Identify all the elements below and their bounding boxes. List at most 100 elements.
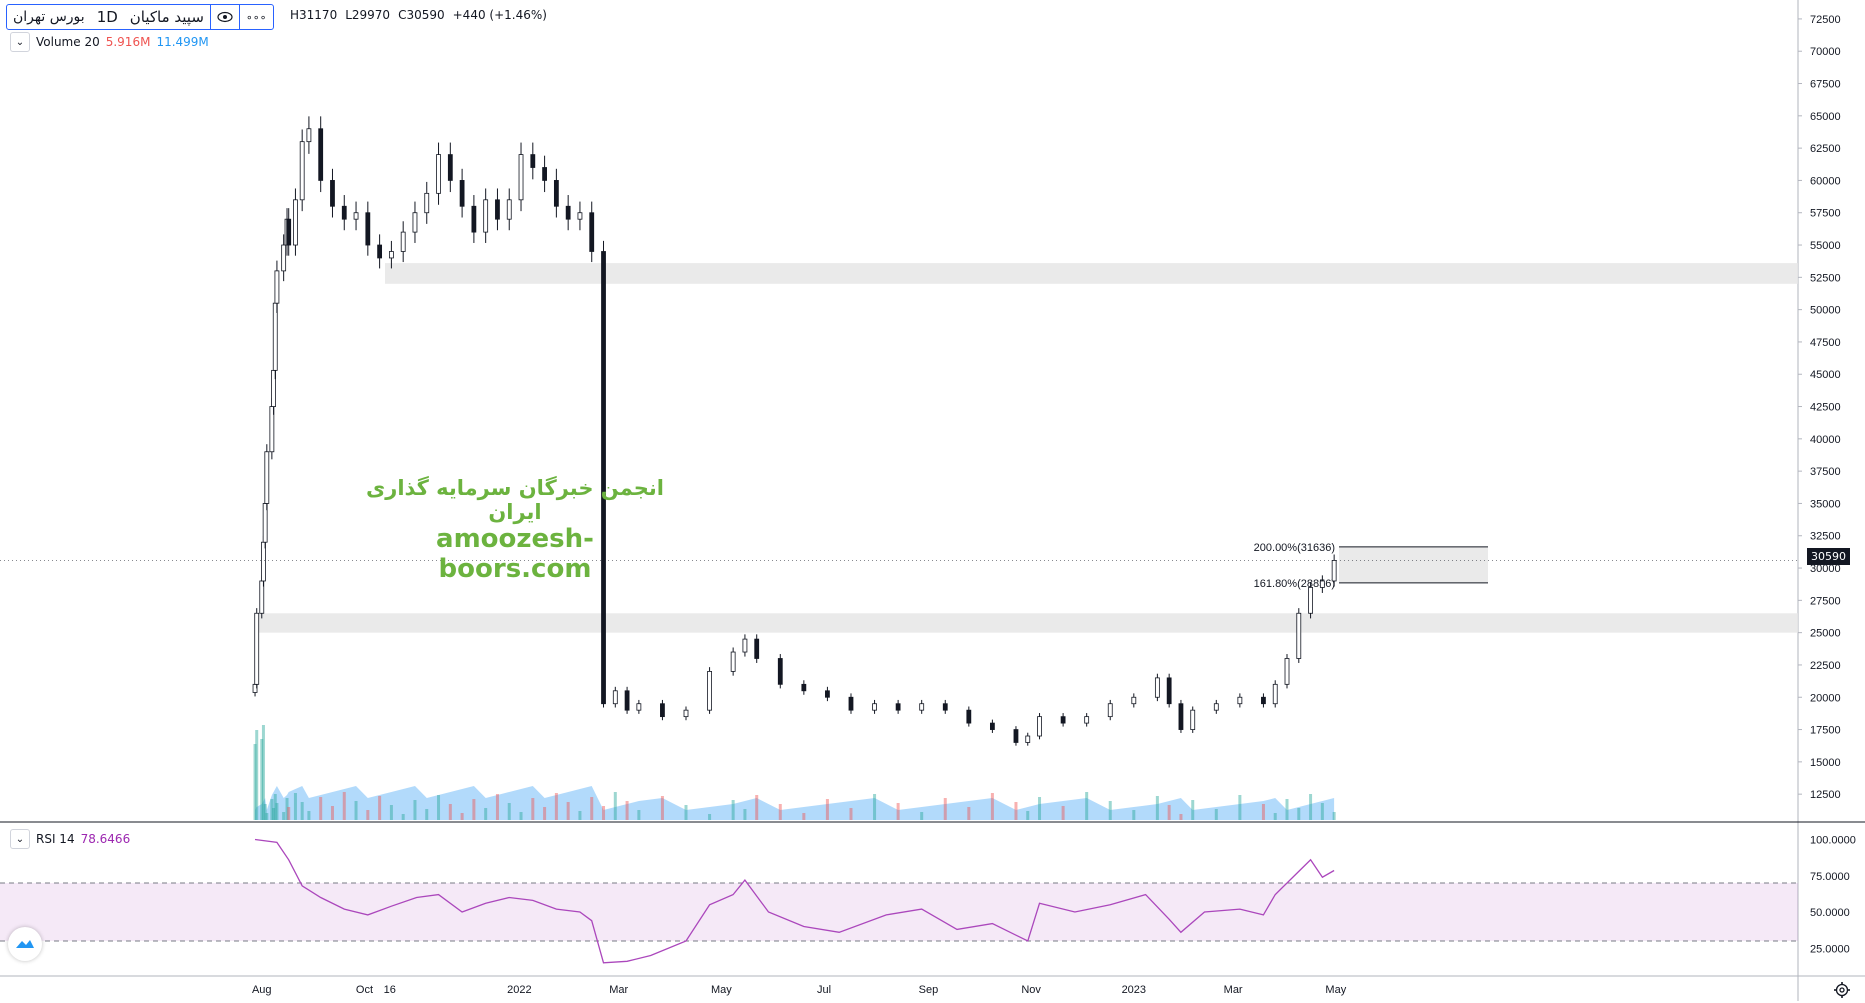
volume-bar bbox=[287, 807, 291, 820]
candle-body bbox=[1308, 587, 1313, 614]
price-tick-label: 12500 bbox=[1810, 789, 1841, 801]
time-tick-label: Nov bbox=[1021, 984, 1041, 996]
volume-bar bbox=[401, 814, 405, 820]
watermark-line1: انجمن خبرگان سرمایه گذاری ایران bbox=[365, 476, 665, 524]
volume-ma-area bbox=[255, 786, 1335, 820]
tradingview-logo-button[interactable] bbox=[8, 927, 42, 961]
volume-legend[interactable]: ⌄ Volume 20 5.916M 11.499M bbox=[10, 32, 209, 52]
candle-body bbox=[1131, 696, 1137, 705]
gear-icon bbox=[1834, 982, 1850, 998]
settings-button[interactable] bbox=[1833, 981, 1851, 999]
volume-bar bbox=[566, 802, 570, 820]
candle-body bbox=[989, 722, 995, 730]
price-tick-label: 35000 bbox=[1810, 498, 1841, 510]
volume-bar bbox=[307, 811, 311, 820]
candle-body bbox=[1319, 580, 1325, 588]
candle-body bbox=[274, 270, 280, 304]
more-menu-button[interactable]: ∘∘∘ bbox=[238, 5, 273, 29]
volume-bar bbox=[272, 808, 276, 820]
price-tick-label: 22500 bbox=[1810, 660, 1841, 672]
volume-bar bbox=[354, 801, 358, 820]
chevron-down-icon[interactable]: ⌄ bbox=[10, 32, 30, 52]
volume-bar bbox=[1085, 792, 1089, 820]
volume-bar bbox=[778, 804, 782, 820]
candle-body bbox=[293, 199, 298, 246]
price-tick-label: 70000 bbox=[1810, 46, 1841, 58]
watermark: انجمن خبرگان سرمایه گذاری ایران amoozesh… bbox=[360, 476, 670, 584]
candle-body bbox=[299, 141, 305, 201]
candle-body bbox=[377, 244, 383, 259]
candle-body bbox=[636, 703, 642, 711]
rsi-line bbox=[254, 838, 1335, 964]
candle-body bbox=[1107, 703, 1113, 718]
candle-body bbox=[624, 690, 630, 711]
volume-bar bbox=[484, 808, 488, 820]
volume-bar bbox=[330, 806, 334, 820]
symbol-name[interactable]: سپید ماکیان bbox=[129, 8, 204, 26]
candle-body bbox=[589, 212, 595, 252]
candle-body bbox=[1190, 709, 1196, 730]
interval[interactable]: 1D bbox=[96, 8, 118, 26]
candle-body bbox=[601, 251, 606, 705]
candle-body bbox=[895, 703, 901, 711]
candle-body bbox=[542, 167, 547, 181]
volume-bar bbox=[293, 793, 297, 820]
exchange-name[interactable]: بورس تهران bbox=[13, 9, 85, 25]
candle-body bbox=[966, 709, 972, 724]
candle-body bbox=[553, 180, 559, 207]
time-tick-label: Aug bbox=[252, 984, 272, 996]
symbol-legend[interactable]: بورس تهران 1D سپید ماکیان ∘∘∘ bbox=[6, 4, 274, 30]
volume-bar bbox=[660, 796, 664, 820]
price-tick-label: 60000 bbox=[1810, 175, 1841, 187]
volume-bar bbox=[731, 800, 735, 820]
volume-bar bbox=[743, 809, 747, 820]
candle-body bbox=[459, 180, 465, 207]
time-tick-label: May bbox=[711, 984, 732, 996]
candle-body bbox=[518, 154, 524, 201]
volume-bar bbox=[260, 739, 264, 820]
volume-bar bbox=[342, 792, 346, 820]
volume-bar bbox=[319, 797, 323, 820]
candle-body bbox=[919, 703, 925, 711]
volume-bar bbox=[1238, 795, 1242, 820]
chevron-down-icon[interactable]: ⌄ bbox=[10, 829, 30, 849]
volume-bar bbox=[1014, 802, 1018, 820]
volume-bar bbox=[448, 804, 452, 820]
volume-bar bbox=[265, 813, 269, 820]
volume-value-2: 11.499M bbox=[156, 35, 209, 49]
candle-body bbox=[565, 205, 571, 220]
volume-bar bbox=[263, 804, 267, 820]
rsi-tick-label: 75.0000 bbox=[1810, 871, 1850, 883]
volume-bar bbox=[507, 803, 511, 820]
volume-bar bbox=[255, 730, 259, 820]
candle-body bbox=[400, 231, 406, 252]
candle-body bbox=[742, 638, 748, 653]
candle-body bbox=[1272, 683, 1278, 705]
rsi-legend[interactable]: ⌄ RSI 14 78.6466 bbox=[10, 829, 130, 849]
eye-icon bbox=[217, 11, 233, 23]
volume-bar bbox=[460, 813, 464, 820]
volume-bar bbox=[378, 796, 382, 820]
time-tick-label: 16 bbox=[384, 984, 396, 996]
candle-body bbox=[1025, 735, 1031, 743]
price-tick-label: 45000 bbox=[1810, 369, 1841, 381]
volume-bar bbox=[1332, 812, 1336, 820]
volume-bar bbox=[590, 797, 594, 820]
price-tick-label: 30000 bbox=[1810, 563, 1841, 575]
candle-body bbox=[801, 683, 807, 692]
candle-body bbox=[264, 451, 270, 504]
time-tick-label: Mar bbox=[1224, 984, 1243, 996]
time-tick-label: 2023 bbox=[1122, 984, 1146, 996]
candle-body bbox=[825, 690, 830, 698]
volume-bar bbox=[273, 794, 277, 820]
candle-body bbox=[341, 205, 347, 220]
candle-body bbox=[254, 612, 260, 685]
visibility-toggle[interactable] bbox=[209, 5, 239, 29]
price-tick-label: 67500 bbox=[1810, 79, 1841, 91]
candle-body bbox=[330, 180, 335, 207]
candle-body bbox=[530, 154, 536, 168]
fib-label-upper: 200.00%(31636) bbox=[1254, 542, 1335, 554]
candle-body bbox=[388, 251, 394, 259]
volume-bar bbox=[519, 812, 523, 820]
